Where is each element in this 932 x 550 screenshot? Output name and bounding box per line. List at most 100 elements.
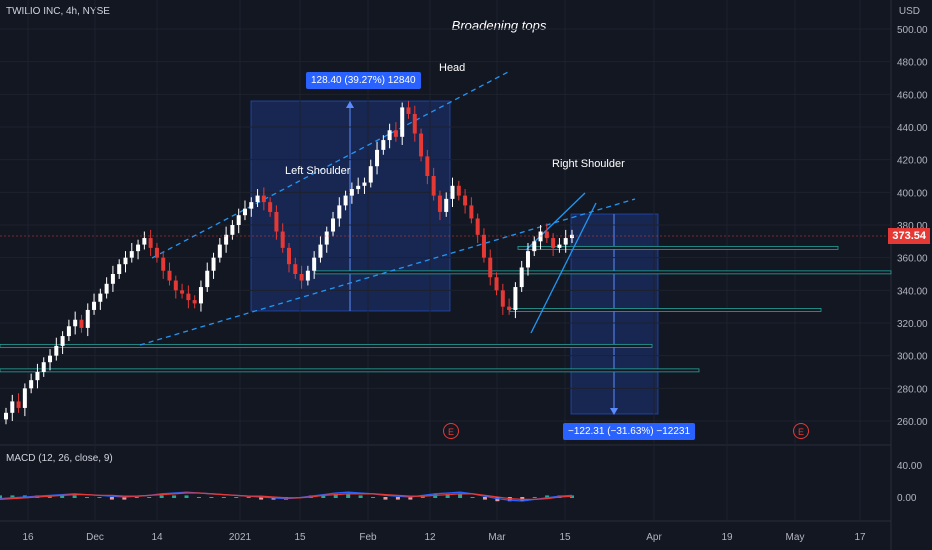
candle-body [331,218,336,232]
y-tick-label: 480.00 [897,58,928,69]
macd-tick-label: 40.00 [897,461,922,472]
macd-histogram-bar [482,497,487,500]
macd-histogram-bar [246,497,251,498]
support-level [0,343,653,348]
candle-body [299,274,304,281]
candle-body [481,234,486,258]
x-tick-label: 16 [22,532,34,543]
candle-body [104,283,109,294]
macd-histogram-bar [10,495,15,498]
candle-body [393,130,398,137]
candle-body [224,234,229,245]
candle-body [92,301,97,310]
candle-body [136,244,141,252]
candle-body [469,205,474,219]
signal-line [0,492,573,501]
price-axis-labels: 260.00 280.00 300.00 320.00 340.00 360.00 380.… [897,25,928,428]
measure-up-label: 128.40 (39.27%) 12840 [306,72,421,89]
macd-histogram-bar [333,493,338,498]
macd-histogram-bar [134,497,139,498]
candle-body [551,238,556,248]
macd-histogram-bar [234,497,239,498]
candle-body [85,309,90,328]
macd-histogram-bar [159,495,164,498]
candle-body [280,231,285,248]
candle-body [274,211,279,232]
candle-body [318,244,323,258]
macd-histogram-bar [259,497,264,500]
macd-histogram-bar [371,497,376,498]
macd-histogram-bar [172,495,177,498]
candle-body [211,257,216,271]
macd-histogram-bar [383,497,388,500]
macd-histogram-bar [209,497,214,498]
macd-histogram-bar [72,495,77,498]
candle-body [98,293,103,302]
candle-body [60,336,65,346]
candle-body [312,257,317,271]
candle-body [324,231,329,245]
candle-body [532,241,537,252]
y-tick-label: 360.00 [897,254,928,265]
macd-histogram-bar [358,495,363,498]
candle-body [54,345,59,356]
candle-body [544,231,549,239]
candle-body [368,166,373,183]
x-tick-label: 12 [424,532,436,543]
earnings-marker-icon[interactable]: E [443,423,459,439]
time-axis-labels: 16 Dec 14 2021 15 Feb 12 Mar 15 Apr 19 May 17 [22,532,866,543]
wedge-upper-line [525,192,586,251]
support-level [517,245,839,250]
macd-histogram-bar [184,495,189,498]
candle-body [362,182,367,186]
candle-body [356,185,361,190]
macd-histogram-bar [196,497,201,498]
macd-indicator-label: MACD (12, 26, close, 9) [6,453,113,464]
candle-body [123,257,128,265]
y-tick-label: 340.00 [897,286,928,297]
candle-body [387,130,392,141]
candle-body [293,264,298,274]
measure-down-arrowhead [610,408,618,415]
macd-tick-label: 0.00 [897,493,917,504]
macd-histogram-bar [470,497,475,498]
macd-histogram-bar [147,497,152,498]
candle-body [4,412,8,420]
macd-histogram-bar [545,495,550,498]
candle-body [148,238,153,248]
candle-body [494,277,499,291]
earnings-marker-icon[interactable]: E [793,423,809,439]
candle-body [186,293,191,301]
macd-histogram-bar [109,497,114,500]
x-tick-label: 14 [151,532,163,543]
candle-body [242,208,247,216]
y-tick-label: 440.00 [897,123,928,134]
left-shoulder-label: Left Shoulder [285,165,351,177]
candle-body [412,113,417,134]
candle-body [79,319,84,328]
candle-body [161,257,166,271]
candle-body [261,195,266,203]
candle-body [287,247,291,265]
x-tick-label: Mar [488,532,506,543]
candle-body [406,107,411,114]
x-tick-label: Apr [646,532,662,543]
candle-body [513,287,518,310]
support-level [0,368,700,373]
candle-body [180,290,185,294]
candle-body [268,202,273,212]
chart-symbol-header: TWILIO INC, 4h, NYSE [6,6,110,17]
head-label: Head [439,62,466,74]
candle-body [198,287,203,304]
candle-body [431,176,436,196]
candle-body [154,247,159,258]
macd-histogram-bar [321,495,326,498]
candle-body [343,195,348,206]
price-candles [4,100,574,425]
candle-body [375,149,380,167]
candle-body [249,202,254,209]
last-price-tag: 373.54 [888,228,930,244]
macd-line [0,491,573,502]
macd-histogram-bar [532,497,537,498]
